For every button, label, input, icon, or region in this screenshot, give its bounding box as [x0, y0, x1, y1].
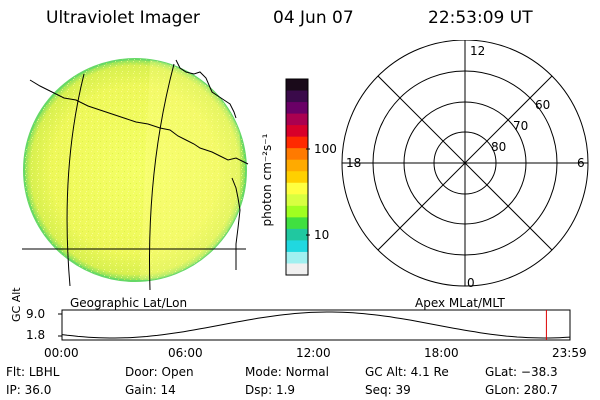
- colorbar-segment: [286, 182, 308, 195]
- status-gain: Gain: 14: [125, 383, 176, 397]
- emission-texture: [24, 59, 246, 281]
- mlt-diagonal-2: [377, 75, 553, 251]
- time-tick-1200: 12:00: [296, 346, 331, 360]
- altitude-frame: [61, 309, 571, 341]
- colorbar-unit-label: photon cm⁻²s⁻¹: [260, 133, 274, 227]
- colorbar-segment: [286, 194, 308, 207]
- status-glon: GLon: 280.7: [485, 383, 558, 397]
- status-mode: Mode: Normal: [245, 365, 329, 379]
- time-tick-1800: 18:00: [424, 346, 459, 360]
- instrument-title: Ultraviolet Imager: [46, 8, 200, 28]
- status-glat: GLat: −38.3: [485, 365, 558, 379]
- altitude-ytick-9: 9.0: [26, 307, 46, 321]
- colorbar-segment: [286, 159, 308, 172]
- status-dsp: Dsp: 1.9: [245, 383, 296, 397]
- altitude-ylabel: GC Alt: [10, 287, 23, 322]
- colorbar-tick-100: 100: [314, 142, 337, 156]
- coastline: [29, 79, 249, 165]
- colorbar-segment: [286, 113, 308, 126]
- colorbar-segment: [286, 136, 308, 149]
- dayglow-brighter-band: [140, 60, 240, 280]
- mlt-label-6: 6: [577, 156, 585, 170]
- altitude-ytick-1.8: 1.8: [26, 328, 46, 342]
- coastline-north: [175, 59, 237, 119]
- colorbar-segment: [286, 217, 308, 230]
- globe-map-title: Geographic Lat/Lon: [70, 296, 188, 310]
- globe-image-panel: [22, 58, 249, 291]
- coastline-east: [231, 177, 241, 270]
- status-ip: IP: 36.0: [6, 383, 52, 397]
- mlat-label-60: 60: [535, 98, 551, 112]
- colorbar-segment: [286, 240, 308, 253]
- colorbar-segment: [286, 171, 308, 184]
- time-tick-0600: 06:00: [168, 346, 203, 360]
- observation-time: 22:53:09 UT: [428, 8, 533, 28]
- colorbar-segment: [286, 125, 308, 138]
- status-door: Door: Open: [125, 365, 194, 379]
- polar-plot: [341, 40, 589, 287]
- status-flt: Flt: LBHL: [6, 365, 60, 379]
- status-gc-alt: GC Alt: 4.1 Re: [365, 365, 449, 379]
- altitude-strip: [58, 309, 571, 341]
- colorbar-segment: [286, 90, 308, 103]
- colorbar-segment: [286, 205, 308, 218]
- mlt-label-12: 12: [470, 44, 486, 58]
- polar-plot-title: Apex MLat/MLT: [415, 296, 505, 310]
- mlt-label-0: 0: [467, 276, 475, 290]
- mlt-label-18: 18: [346, 156, 362, 170]
- colorbar-segment: [286, 79, 308, 92]
- colorbar-segment: [286, 148, 308, 161]
- mlat-label-70: 70: [513, 119, 529, 133]
- time-tick-2359: 23:59: [552, 346, 587, 360]
- colorbar-tick-10: 10: [314, 228, 330, 242]
- meridian-center: [149, 63, 175, 291]
- altitude-curve: [61, 311, 571, 339]
- meridian-west: [66, 73, 85, 287]
- colorbar-segment: [286, 251, 308, 264]
- mlat-label-80: 80: [491, 140, 507, 154]
- status-seq: Seq: 39: [365, 383, 411, 397]
- colorbar-segment: [286, 102, 308, 115]
- observation-date: 04 Jun 07: [273, 8, 354, 28]
- colorbar-segment: [286, 228, 308, 241]
- colorbar-segment: [286, 263, 308, 276]
- time-tick-0000: 00:00: [44, 346, 79, 360]
- colorbar: [285, 78, 310, 276]
